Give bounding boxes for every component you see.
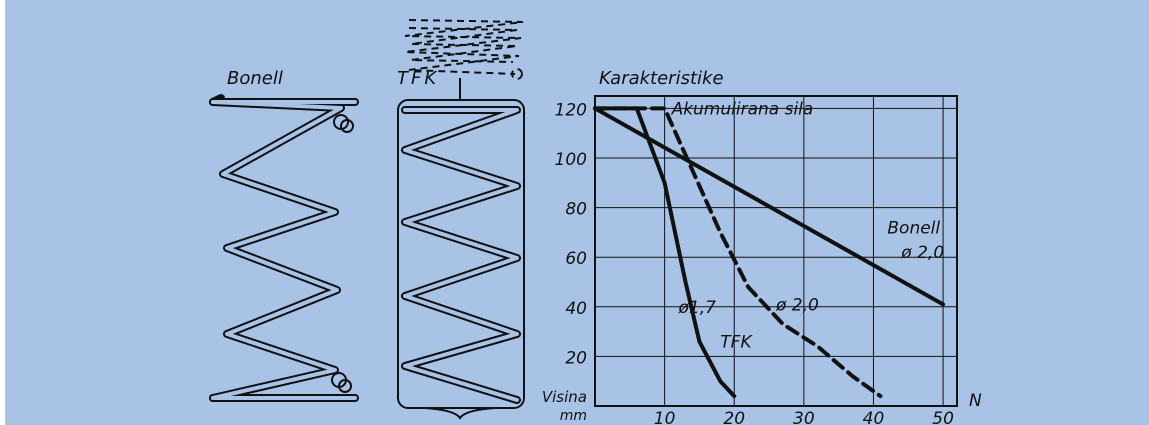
x-tick-label: 40	[863, 409, 885, 425]
annotation-label: Akumulirana sila	[671, 99, 814, 119]
bonell-knot	[331, 114, 354, 393]
annotation-label: TFK	[720, 333, 753, 353]
bonell-spring-inner	[211, 100, 357, 400]
annotation-label: ø 2,0	[900, 243, 944, 263]
y-axis-unit: mm	[560, 408, 587, 424]
x-tick-label: 20	[723, 409, 745, 425]
tfk-compressed-coil	[404, 19, 524, 80]
chart-title: Karakteristike	[599, 68, 724, 89]
annotation-label: ø 2,0	[775, 295, 819, 315]
y-tick-label: 80	[565, 200, 587, 220]
spring-diagram: Bonell TFK Karakteristike 20 40 60 80 100 120…	[209, 19, 982, 425]
y-axis-label: Visina	[542, 388, 587, 406]
diagram-panel: Bonell TFK Karakteristike 20 40 60 80 100 120…	[5, 0, 1149, 425]
chart-frame	[594, 95, 958, 407]
tfk-pocket	[397, 99, 525, 409]
x-axis-label: N	[969, 391, 982, 411]
tfk-bottom-cap	[424, 407, 496, 420]
series-line-2	[593, 106, 883, 399]
y-tick-label: 120	[555, 100, 587, 120]
x-tick-label: 30	[793, 409, 815, 425]
x-tick-label: 10	[654, 409, 676, 425]
annotation-label: ø1,7	[678, 298, 717, 318]
x-tick-label: 50	[932, 409, 954, 425]
series-line-0	[593, 106, 946, 307]
tfk-label: TFK	[397, 68, 439, 89]
y-tick-label: 100	[555, 150, 587, 170]
bonell-label: Bonell	[227, 68, 283, 89]
y-tick-label: 20	[565, 348, 587, 368]
y-tick-label: 60	[565, 249, 587, 269]
characteristics-chart: 20 40 60 80 100 120 10 20 30 40 50 Visina mm N Akumuli…	[542, 95, 982, 425]
annotation-label: Bonell	[887, 218, 940, 238]
y-tick-label: 40	[565, 299, 587, 319]
tfk-spring-inner	[403, 108, 519, 402]
